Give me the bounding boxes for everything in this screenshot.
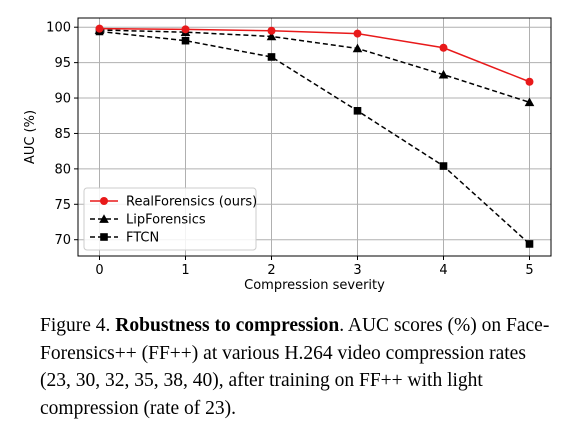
data-point bbox=[438, 69, 449, 79]
series-line bbox=[99, 29, 530, 104]
data-point bbox=[525, 240, 534, 248]
legend-label: LipForensics bbox=[126, 213, 206, 228]
data-point bbox=[353, 106, 362, 115]
x-tick-label: 1 bbox=[181, 263, 189, 278]
data-point bbox=[439, 162, 448, 170]
data-point bbox=[181, 25, 190, 34]
legend-swatch-marker bbox=[100, 197, 108, 205]
series-line bbox=[99, 27, 530, 83]
series-realforensics-ours bbox=[95, 24, 534, 86]
x-tick-label: 2 bbox=[267, 263, 275, 278]
figure-caption: Figure 4. Robustness to compression. AUC… bbox=[40, 312, 560, 422]
legend-label: FTCN bbox=[126, 231, 159, 246]
y-tick-label: 85 bbox=[54, 127, 71, 142]
figure-label: Figure 4. bbox=[40, 315, 111, 336]
data-point bbox=[352, 43, 363, 53]
y-tick-label: 80 bbox=[54, 162, 71, 177]
data-point bbox=[353, 29, 362, 38]
grid-lines bbox=[78, 18, 551, 256]
y-axis-label: AUC (%) bbox=[23, 110, 38, 164]
legend-swatch-marker bbox=[100, 233, 108, 241]
line-chart: 0 1 2 3 4 5 70 75 80 85 90 95 100 Compression sever… bbox=[23, 17, 552, 293]
data-point bbox=[266, 31, 277, 41]
plot-frame bbox=[77, 17, 552, 257]
data-point bbox=[267, 53, 276, 61]
x-tick-label: 3 bbox=[353, 263, 361, 278]
data-point bbox=[95, 24, 104, 33]
data-point bbox=[439, 43, 448, 52]
y-tick-label: 90 bbox=[54, 92, 71, 107]
data-point bbox=[524, 97, 535, 107]
x-tick-label: 4 bbox=[439, 263, 447, 278]
series-line bbox=[99, 30, 531, 245]
y-tick-label: 70 bbox=[54, 233, 71, 248]
caption-body: . AUC scores (%) on Face-Forensics++ (FF… bbox=[40, 315, 550, 419]
legend-swatch-marker bbox=[99, 214, 109, 223]
legend-item: FTCN bbox=[90, 231, 159, 246]
data-point bbox=[525, 77, 534, 86]
legend-item: RealForensics (ours) bbox=[90, 195, 257, 210]
y-axis-ticks: 70 75 80 85 90 95 100 bbox=[46, 21, 78, 248]
x-axis-ticks: 0 1 2 3 4 5 bbox=[95, 256, 534, 278]
series-lipforensics bbox=[94, 25, 535, 107]
caption-title: Robustness to compression bbox=[115, 315, 340, 336]
y-tick-label: 100 bbox=[46, 21, 71, 36]
data-point bbox=[181, 36, 190, 45]
legend-label: RealForensics (ours) bbox=[126, 195, 257, 210]
series-layer bbox=[94, 24, 535, 248]
legend-item: LipForensics bbox=[90, 213, 206, 228]
legend: RealForensics (ours) LipForensics FTCN bbox=[83, 187, 257, 251]
x-tick-label: 5 bbox=[525, 263, 533, 278]
data-point bbox=[267, 26, 276, 35]
legend-box bbox=[83, 187, 257, 251]
x-axis-label: Compression severity bbox=[244, 278, 385, 293]
x-tick-label: 0 bbox=[95, 263, 103, 278]
y-tick-label: 95 bbox=[54, 56, 71, 71]
y-tick-label: 75 bbox=[54, 198, 71, 213]
